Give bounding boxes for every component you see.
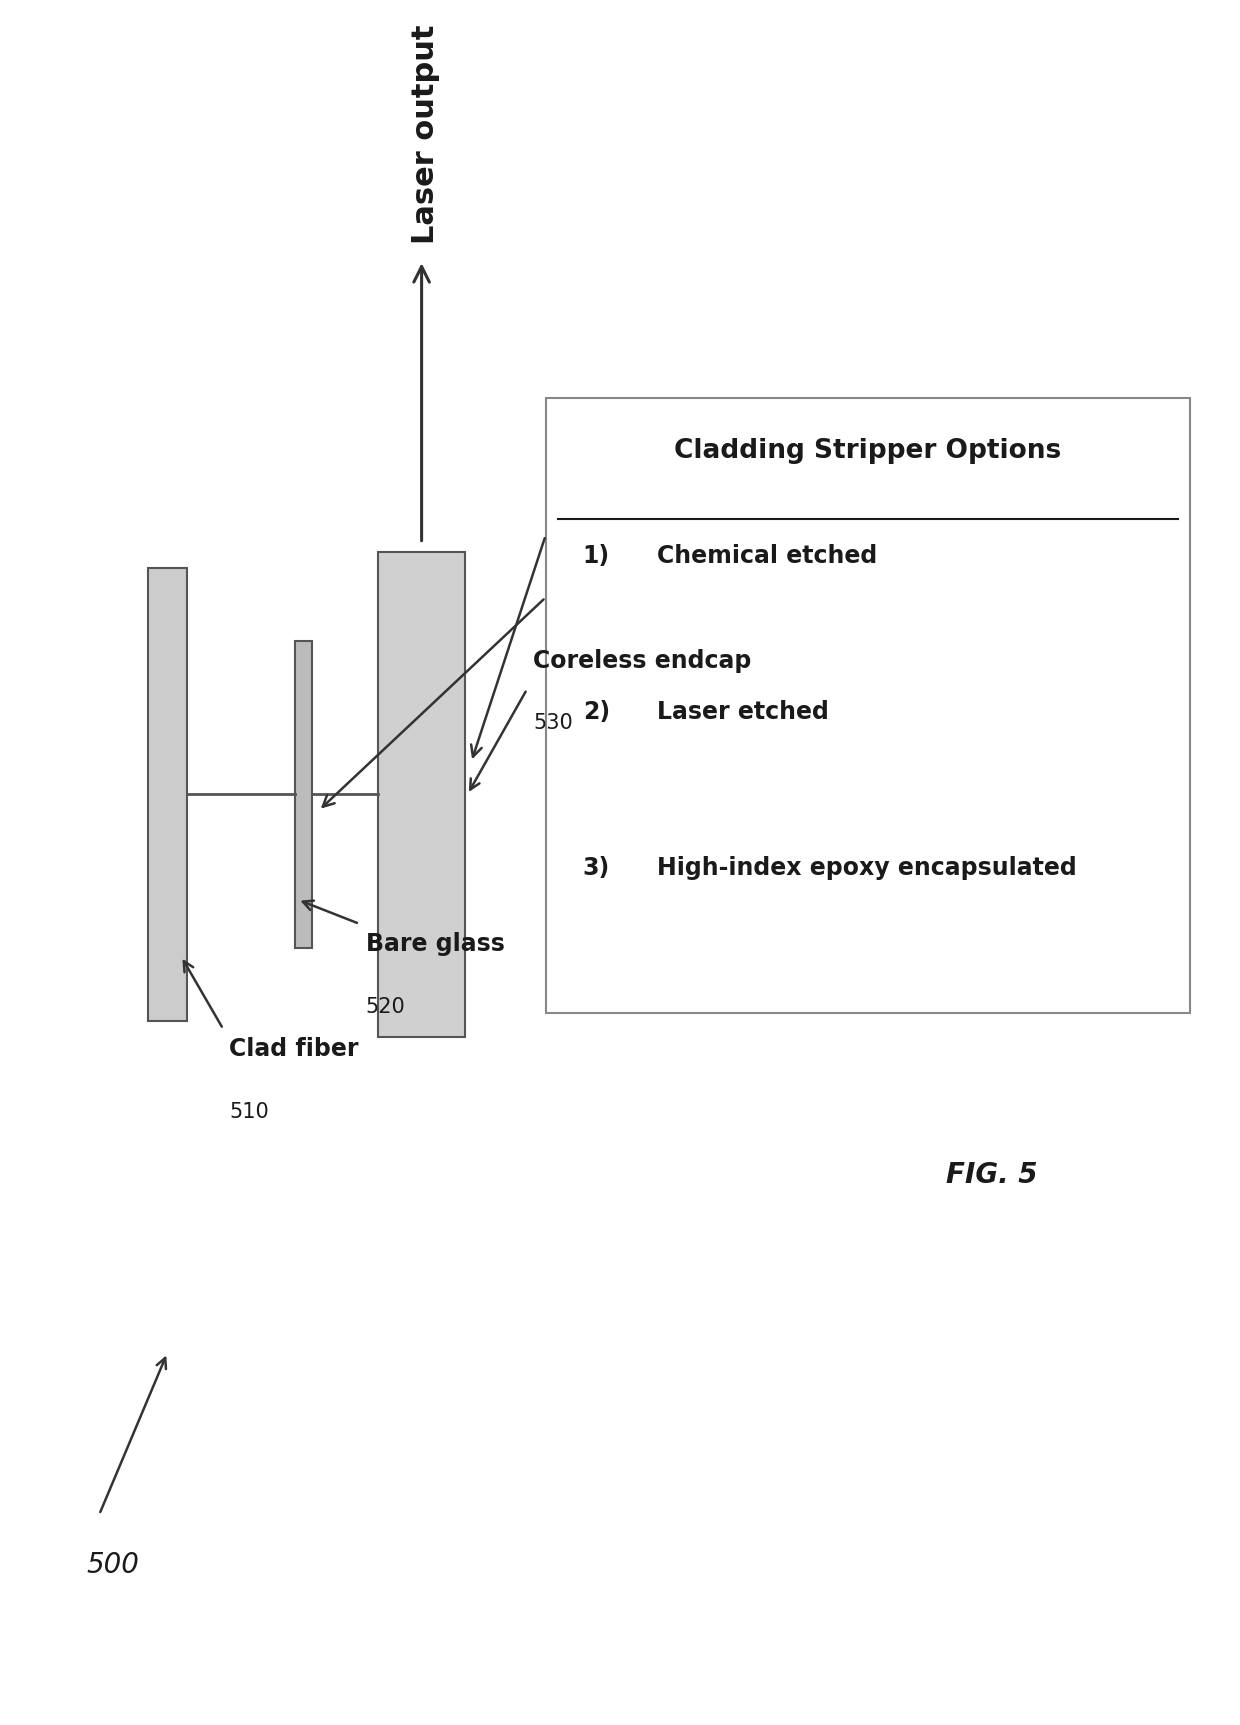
- Text: Coreless endcap: Coreless endcap: [533, 649, 751, 673]
- Text: FIG. 5: FIG. 5: [946, 1161, 1038, 1189]
- Text: 520: 520: [366, 997, 405, 1016]
- Text: 510: 510: [229, 1102, 269, 1121]
- Text: 530: 530: [533, 714, 573, 733]
- Bar: [148, 568, 187, 1021]
- Text: High-index epoxy encapsulated: High-index epoxy encapsulated: [657, 856, 1078, 880]
- Text: Cladding Stripper Options: Cladding Stripper Options: [675, 438, 1061, 464]
- Bar: [378, 552, 465, 1037]
- Text: Laser etched: Laser etched: [657, 700, 830, 724]
- Bar: [546, 398, 1190, 1013]
- Text: 1): 1): [583, 543, 610, 568]
- Text: Bare glass: Bare glass: [366, 932, 505, 956]
- Bar: [295, 640, 312, 949]
- Text: Chemical etched: Chemical etched: [657, 543, 878, 568]
- Text: Clad fiber: Clad fiber: [229, 1037, 358, 1061]
- Text: 500: 500: [87, 1551, 140, 1580]
- Text: 2): 2): [583, 700, 610, 724]
- Text: Laser output: Laser output: [412, 24, 440, 245]
- Text: 3): 3): [583, 856, 610, 880]
